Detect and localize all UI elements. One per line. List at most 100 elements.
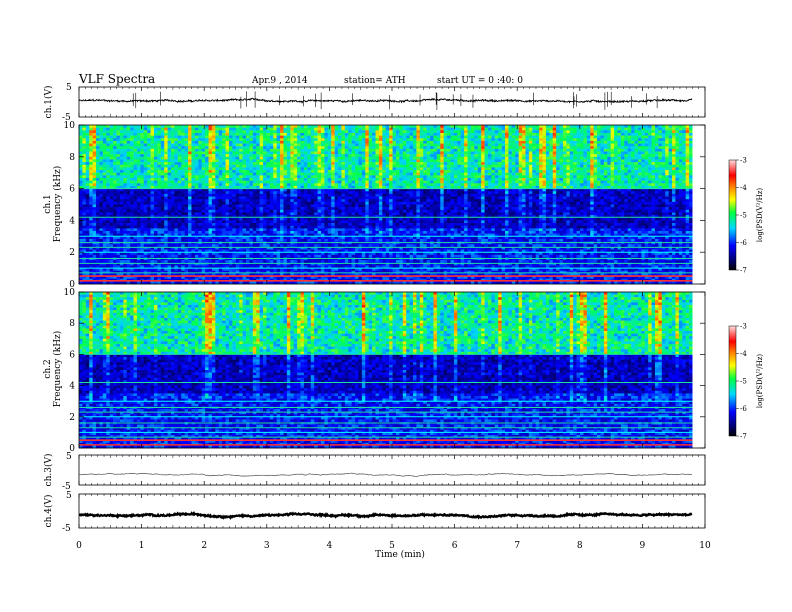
spectrogram-cell [477, 162, 482, 166]
spectrogram-cell [447, 167, 451, 171]
spectrogram-cell [266, 132, 271, 136]
spectrogram-cell [181, 154, 185, 158]
spectrogram-cell [286, 178, 291, 181]
spectrogram-cell [314, 146, 318, 150]
spectrogram-cell [522, 164, 526, 168]
spectrogram-cell [113, 172, 117, 176]
spectrogram-cell [498, 175, 502, 179]
spectrogram-cell [494, 191, 499, 195]
spectrogram-cell [334, 130, 339, 134]
spectrogram-cell [378, 156, 383, 160]
spectrogram-cell [365, 193, 369, 197]
spectrogram-cell [157, 162, 162, 166]
spectrogram-cell [580, 135, 584, 139]
spectrogram-cell [351, 148, 356, 152]
spectrogram-cell [225, 196, 230, 200]
spectrogram-cell [685, 140, 690, 144]
spectrogram-cell [89, 193, 93, 197]
spectrogram-cell [157, 156, 162, 160]
spectrogram-cell [249, 170, 254, 173]
spectrogram-cell [440, 167, 444, 171]
spectrogram-cell [109, 183, 114, 187]
spectrogram-cell [324, 196, 329, 200]
spectrogram-cell [576, 138, 581, 142]
spectrogram-cell [453, 138, 458, 142]
spectrogram-cell [614, 183, 618, 187]
spectrogram-cell [501, 172, 506, 176]
spectrogram-cell [297, 178, 301, 181]
spectrogram-cell [627, 135, 632, 139]
spectrogram-cell [566, 183, 571, 187]
spectrogram-cell [586, 193, 591, 197]
spectrogram-cell [293, 130, 298, 134]
spectrogram-cell [607, 159, 611, 163]
spectrogram-cell [269, 180, 274, 184]
spectrogram-cell [222, 175, 226, 179]
spectrogram-cell [351, 175, 356, 179]
spectrogram-cell [119, 143, 124, 147]
spectrogram-cell [246, 130, 250, 134]
spectrogram-cell [406, 170, 410, 173]
spectrogram-cell [215, 151, 220, 155]
spectrogram-cell [406, 138, 410, 142]
spectrogram-cell [392, 151, 397, 155]
spectrogram-cell [494, 135, 499, 139]
spectrogram-cell [314, 185, 318, 189]
spectrogram-cell [276, 178, 281, 181]
spectrogram-cell [269, 130, 274, 134]
spectrogram-cell [140, 151, 145, 155]
spectrogram-cell [201, 167, 206, 171]
spectrogram-cell [351, 130, 356, 134]
spectrogram-cell [641, 146, 646, 150]
spectrogram-cell [372, 188, 376, 192]
spectrogram-cell [160, 132, 165, 136]
spectrogram-cell [651, 178, 656, 181]
spectrogram-cell [385, 151, 390, 155]
spectrogram-cell [188, 151, 192, 155]
spectrogram-cell [338, 183, 342, 187]
spectrogram-cell [552, 146, 557, 150]
spectrogram-cell [150, 127, 155, 131]
spectrogram-cell [184, 159, 189, 163]
spectrogram-cell [310, 138, 315, 142]
spectrogram-cell [600, 135, 605, 139]
spectrogram-cell [436, 154, 441, 158]
spectrogram-cell [566, 151, 571, 155]
spectrogram-cell [242, 178, 247, 181]
spectrogram-cell [147, 156, 151, 160]
spectrogram-cell [481, 148, 485, 152]
spectrogram-cell [314, 130, 318, 134]
spectrogram-cell [361, 193, 366, 197]
spectrogram-cell [675, 151, 680, 155]
spectrogram-cell [406, 164, 410, 168]
spectrogram-cell [361, 125, 366, 128]
spectrogram-cell [150, 188, 155, 192]
spectrogram-cell [576, 130, 581, 134]
spectrogram-cell [242, 127, 247, 131]
spectrogram-cell [624, 135, 629, 139]
spectrogram-cell [426, 143, 431, 147]
spectrogram-cell [409, 140, 414, 144]
spectrogram-cell [484, 151, 489, 155]
spectrogram-cell [627, 156, 632, 160]
spectrogram-cell [481, 178, 485, 181]
spectrogram-cell [184, 172, 189, 176]
spectrogram-cell [215, 178, 220, 181]
ch1-ytick-min: -5 [62, 113, 71, 123]
spectrogram-cell [79, 185, 83, 189]
spectrogram-cell [413, 193, 417, 197]
spectrogram-cell [372, 183, 376, 187]
spectrogram-cell [273, 143, 277, 147]
spectrogram-cell [515, 188, 519, 192]
spectrogram-cell [355, 130, 359, 134]
spectrogram-cell [215, 180, 220, 184]
spectrogram-cell [303, 183, 308, 187]
spectrogram-cell [208, 170, 213, 173]
spectrogram-cell [597, 146, 601, 150]
spectrogram-cell [256, 156, 260, 160]
spectrogram-cell [256, 175, 260, 179]
spectrogram-cell [273, 159, 277, 163]
spectrogram-cell [297, 159, 301, 163]
spectrogram-cell [174, 170, 179, 173]
spectrogram-cell [522, 185, 526, 189]
